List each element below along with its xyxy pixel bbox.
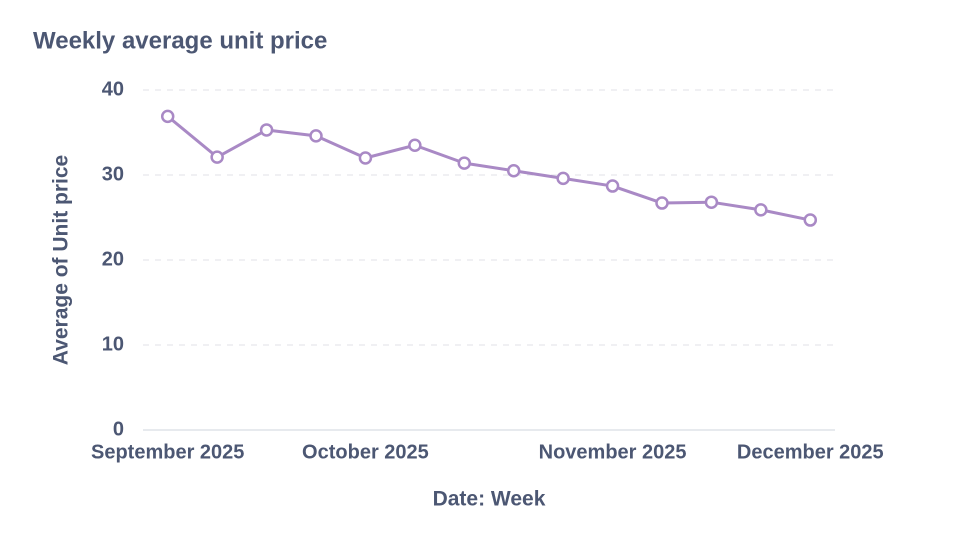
point: [408, 138, 422, 152]
point: [457, 156, 472, 170]
point: [655, 196, 669, 210]
point: [704, 195, 719, 209]
y-tick-label: 30: [102, 163, 124, 185]
point: [259, 123, 274, 137]
point: [309, 129, 323, 143]
x-axis-title: Date: Week: [433, 488, 546, 511]
point: [160, 109, 175, 124]
x-tick-label: November 2025: [539, 441, 687, 463]
x-tick-label: December 2025: [737, 441, 884, 463]
point: [358, 151, 373, 165]
point: [556, 171, 570, 186]
y-tick-label: 40: [102, 78, 124, 100]
point: [803, 213, 818, 227]
chart-title: Weekly average unit price: [33, 27, 327, 54]
line: [166, 115, 811, 222]
point: [754, 203, 768, 217]
point: [605, 179, 620, 193]
y-tick-label: 20: [102, 248, 124, 270]
y-tick-label: 0: [113, 418, 124, 440]
point: [506, 164, 521, 178]
y-axis-title: Average of Unit price: [50, 155, 73, 365]
x-tick-label: September 2025: [91, 441, 244, 463]
x-tick-label: October 2025: [302, 441, 429, 463]
point: [210, 150, 224, 164]
y-tick-label: 10: [102, 333, 124, 355]
